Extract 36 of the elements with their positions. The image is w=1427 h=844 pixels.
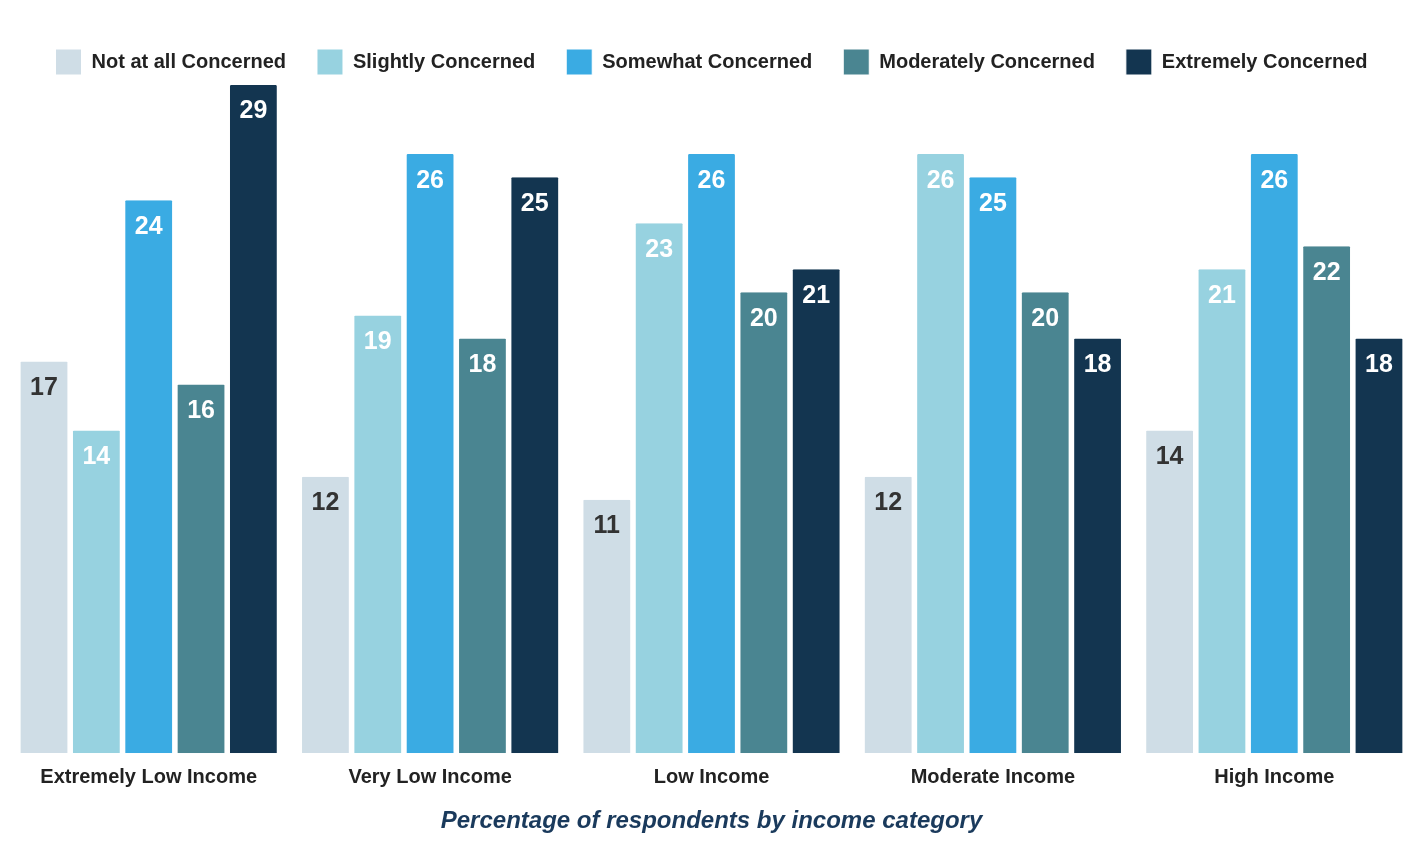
x-tick-label: Low Income bbox=[653, 764, 770, 787]
data-label: 26 bbox=[1260, 164, 1289, 193]
data-label: 20 bbox=[1031, 302, 1060, 331]
data-label: 25 bbox=[520, 187, 549, 216]
x-axis-title: Percentage of respondents by income category bbox=[440, 806, 984, 834]
data-label: 18 bbox=[1365, 348, 1393, 377]
legend-label: Somewhat Concerned bbox=[602, 49, 813, 72]
x-tick-label: Very Low Income bbox=[348, 764, 512, 787]
legend-label: Moderately Concerned bbox=[879, 49, 1095, 72]
x-tick-label: High Income bbox=[1214, 764, 1335, 787]
data-label: 20 bbox=[749, 302, 778, 331]
data-label: 18 bbox=[468, 348, 497, 377]
data-label: 21 bbox=[802, 279, 831, 308]
data-label: 12 bbox=[311, 487, 340, 516]
data-label: 16 bbox=[187, 394, 215, 423]
data-label: 12 bbox=[874, 487, 903, 516]
data-label: 26 bbox=[926, 164, 955, 193]
data-label: 14 bbox=[1155, 441, 1184, 470]
data-label: 14 bbox=[82, 441, 111, 470]
legend-label: Not at all Concerned bbox=[91, 49, 286, 72]
data-label: 22 bbox=[1312, 256, 1341, 285]
data-label: 23 bbox=[645, 233, 674, 262]
legend-label: Extremely Concerned bbox=[1161, 49, 1368, 72]
data-label: 29 bbox=[239, 95, 268, 124]
data-label: 17 bbox=[30, 371, 58, 400]
data-label: 11 bbox=[593, 510, 621, 539]
data-label: 21 bbox=[1208, 279, 1236, 308]
x-tick-label: Moderate Income bbox=[910, 764, 1076, 787]
legend-label: Slightly Concerned bbox=[352, 49, 536, 72]
data-label: 26 bbox=[416, 164, 445, 193]
x-tick-label: Extremely Low Income bbox=[40, 764, 258, 787]
data-label: 24 bbox=[134, 210, 163, 239]
data-label: 18 bbox=[1083, 348, 1112, 377]
data-label: 19 bbox=[363, 325, 392, 354]
data-label: 25 bbox=[978, 187, 1007, 216]
data-label: 26 bbox=[697, 164, 726, 193]
